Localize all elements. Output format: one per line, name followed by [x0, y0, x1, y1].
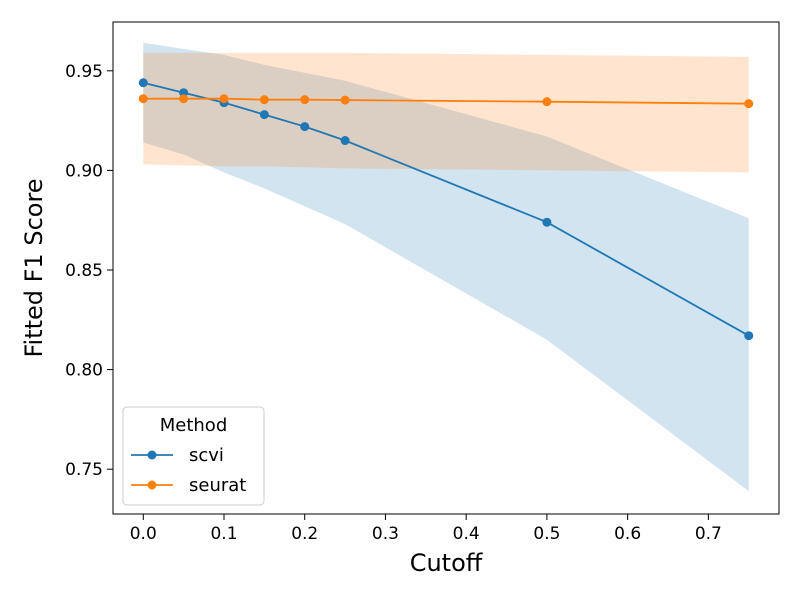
legend-title: Method	[160, 415, 228, 436]
line-seurat	[143, 97, 749, 105]
point-seurat-1	[179, 94, 189, 104]
point-seurat-5	[340, 95, 350, 105]
y-tick-label: 0.85	[65, 261, 103, 281]
x-axis-ticks: 0.0 0.1 0.2 0.3 0.4 0.5 0.6 0.7	[130, 514, 722, 544]
point-scvi-4	[300, 122, 310, 132]
point-seurat-4	[300, 95, 310, 105]
point-scvi-5	[340, 136, 350, 146]
legend-swatch-marker-seurat	[147, 480, 157, 490]
legend-swatch-marker-scvi	[147, 450, 157, 460]
legend-label-scvi: scvi	[189, 445, 224, 466]
legend-entries: scvi seurat	[131, 445, 246, 496]
point-seurat-2	[219, 94, 229, 104]
x-tick-label: 0.1	[210, 524, 237, 544]
plot-frame	[112, 21, 780, 515]
y-tick-label: 0.75	[65, 460, 103, 480]
y-tick-label: 0.80	[65, 361, 103, 381]
band-seurat	[143, 52, 749, 173]
x-tick-label: 0.5	[533, 524, 560, 544]
point-scvi-7	[744, 331, 754, 341]
point-seurat-6	[542, 97, 552, 107]
line-scvi	[143, 81, 750, 337]
point-seurat-3	[259, 95, 269, 105]
legend-label-seurat: seurat	[189, 475, 246, 496]
confidence-bands	[143, 42, 749, 492]
point-scvi-0	[138, 78, 148, 88]
y-tick-label: 0.95	[65, 62, 103, 82]
legend: Method scvi seurat	[122, 406, 265, 506]
x-tick-label: 0.0	[130, 524, 157, 544]
point-seurat-0	[138, 94, 148, 104]
point-seurat-7	[744, 99, 754, 109]
series-points	[138, 78, 754, 341]
series-lines	[143, 81, 750, 337]
point-scvi-6	[542, 217, 552, 227]
x-tick-label: 0.6	[614, 524, 641, 544]
x-tick-label: 0.2	[291, 524, 318, 544]
x-tick-label: 0.4	[453, 524, 480, 544]
y-axis-label: Fitted F1 Score	[20, 178, 48, 357]
x-axis-label: Cutoff	[410, 549, 483, 577]
point-scvi-3	[259, 110, 269, 120]
legend-box	[122, 406, 265, 506]
band-scvi	[143, 42, 749, 492]
x-tick-label: 0.7	[695, 524, 722, 544]
y-axis-ticks: 0.75 0.80 0.85 0.90 0.95	[65, 62, 113, 480]
y-tick-label: 0.90	[65, 161, 103, 181]
x-tick-label: 0.3	[372, 524, 399, 544]
